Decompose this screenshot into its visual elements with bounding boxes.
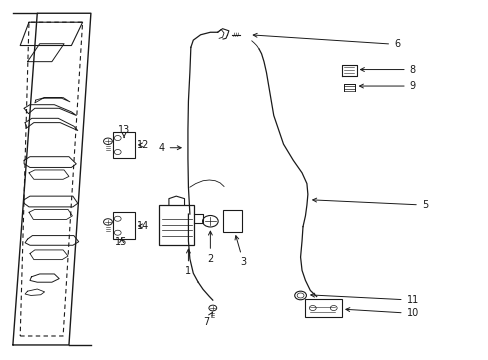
Bar: [305, 299, 341, 317]
Text: 14: 14: [137, 221, 149, 231]
Text: 1: 1: [185, 249, 191, 276]
Bar: [159, 205, 194, 244]
Text: 4: 4: [158, 143, 181, 153]
Text: 12: 12: [137, 140, 149, 150]
Text: 8: 8: [360, 64, 415, 75]
Text: 11: 11: [310, 293, 418, 305]
Text: 5: 5: [312, 198, 427, 210]
Text: 13: 13: [118, 125, 130, 138]
Text: 9: 9: [359, 81, 415, 91]
Text: 2: 2: [207, 231, 213, 264]
Bar: [222, 211, 242, 232]
Text: 15: 15: [115, 237, 127, 247]
Text: 6: 6: [253, 33, 399, 49]
Text: 3: 3: [235, 236, 246, 267]
Bar: [113, 132, 135, 158]
Bar: [113, 212, 135, 239]
Text: 7: 7: [203, 312, 212, 327]
Text: 10: 10: [345, 308, 418, 318]
